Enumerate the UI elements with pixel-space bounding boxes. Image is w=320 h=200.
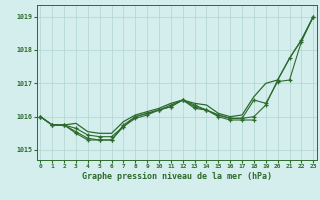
X-axis label: Graphe pression niveau de la mer (hPa): Graphe pression niveau de la mer (hPa) (82, 172, 272, 181)
